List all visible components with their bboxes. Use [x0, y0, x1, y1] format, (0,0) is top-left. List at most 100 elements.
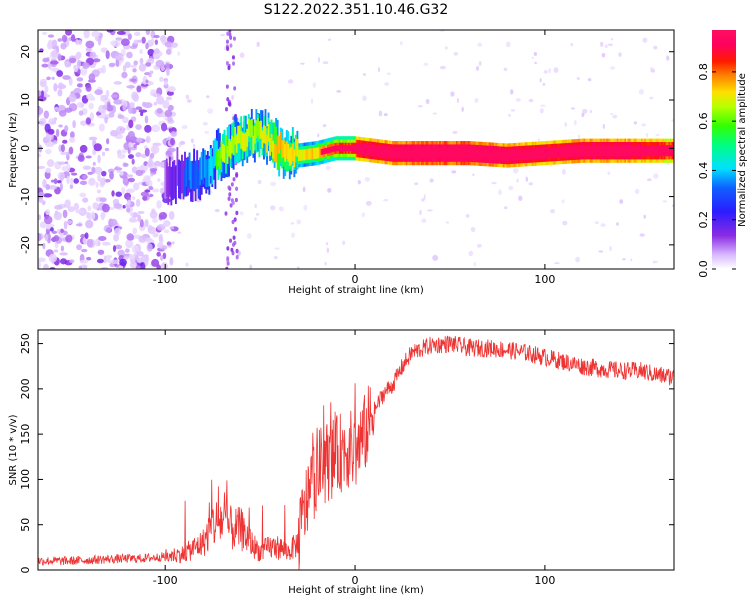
spectrogram-ridge-cell	[434, 150, 437, 157]
spectrogram-noise-blob	[171, 42, 178, 48]
spectrogram-noise-blob	[145, 176, 151, 186]
spectrogram-noise-blob	[453, 52, 459, 56]
spectrogram-ridge-cell	[212, 140, 215, 169]
spectrogram-ridge-cell	[184, 168, 186, 197]
spectrogram-noise-blob	[233, 86, 237, 91]
spectrogram-noise-blob	[231, 55, 235, 60]
spectrogram-ridge-cell	[408, 150, 411, 157]
spectrogram-ridge-cell	[468, 150, 470, 157]
spectrogram-ridge-cell	[569, 148, 572, 155]
spectrogram-noise-blob	[230, 182, 234, 187]
spectrogram-ridge-cell	[405, 150, 408, 157]
spectrogram-noise-blob	[478, 60, 482, 66]
spectrogram-ridge-cell	[299, 149, 302, 161]
spectrogram-noise-blob	[505, 41, 511, 48]
snr-y-tick-label: 100	[19, 469, 32, 490]
spectrogram-noise-blob	[144, 147, 150, 157]
spectrogram-ridge-cell	[170, 166, 173, 206]
spectrogram-ridge-cell	[243, 133, 246, 152]
spectrogram-noise-blob	[607, 43, 613, 46]
spectrogram-noise-blob	[114, 55, 123, 60]
spectrogram-ridge-layer	[164, 108, 674, 206]
spectrogram-ridge-cell	[255, 120, 258, 139]
spectrogram-ridge-cell	[345, 145, 347, 152]
spectrogram-ridge-cell	[416, 150, 419, 157]
spectrogram-noise-blob	[303, 204, 308, 211]
spectrogram-noise-blob	[52, 39, 58, 48]
spectrogram-noise-blob	[214, 208, 220, 213]
spectrogram-noise-blob	[226, 246, 230, 251]
spectrogram-ridge-cell	[398, 150, 401, 157]
spectrogram-noise-blob	[133, 39, 139, 45]
spectrogram-noise-blob	[235, 248, 239, 254]
spectrogram-ridge-cell	[228, 138, 230, 157]
spectrogram-ridge-cell	[563, 148, 566, 155]
spectrogram-ridge-cell	[334, 145, 337, 152]
spectrogram-noise-blob	[66, 219, 73, 225]
spectrogram-ridge-cell	[354, 145, 357, 152]
spectrogram-ridge-cell	[164, 159, 167, 199]
spectrogram-noise-blob	[62, 75, 71, 80]
spectrogram-noise-blob	[515, 98, 521, 102]
spectrogram-ridge-cell	[575, 148, 578, 154]
spectrogram-noise-blob	[127, 154, 134, 159]
spectrogram-ridge-cell	[454, 150, 457, 157]
spectrogram-noise-blob	[153, 48, 160, 55]
spectrogram-ridge-cell	[326, 147, 329, 154]
spectrogram-ridge-cell	[322, 148, 325, 155]
spectrogram-noise-blob	[451, 170, 457, 174]
spectrogram-noise-blob	[246, 233, 252, 239]
spectrogram-ridge-cell	[188, 152, 191, 181]
spectrogram-y-tick-label: 20	[19, 45, 32, 59]
spectrogram-ridge-cell	[357, 145, 360, 152]
spectrogram-noise-blob	[543, 69, 549, 74]
spectrogram-noise-blob	[59, 172, 64, 182]
snr-y-axis-label: SNR (10 * v/v)	[8, 414, 19, 485]
spectrogram-noise-blob	[139, 57, 144, 65]
spectrogram-ridge-cell	[577, 148, 580, 154]
spectrogram-ridge-cell	[607, 147, 610, 154]
spectrogram-ridge-cell	[223, 145, 226, 163]
spectrogram-ridge-cell	[246, 129, 249, 147]
spectrogram-noise-blob	[206, 95, 210, 99]
spectrogram-noise-blob	[100, 212, 106, 219]
spectrogram-noise-blob	[137, 214, 142, 223]
spectrogram-noise-blob	[62, 139, 68, 144]
spectrogram-noise-blob	[67, 206, 76, 213]
spectrogram-noise-blob	[75, 52, 81, 60]
spectrogram-ridge-cell	[379, 148, 382, 155]
spectrogram-noise-blob	[156, 251, 161, 257]
spectrogram-noise-blob	[93, 58, 101, 63]
spectrogram-noise-blob	[671, 119, 674, 122]
spectrogram-noise-blob	[76, 101, 83, 108]
spectrogram-ridge-cell	[610, 147, 613, 154]
snr-series-line	[38, 335, 674, 570]
spectrogram-noise-blob	[130, 64, 137, 68]
spectrogram-noise-blob	[465, 214, 470, 218]
spectrogram-noise-blob	[43, 263, 50, 269]
spectrogram-noise-blob	[138, 63, 147, 72]
spectrogram-ridge-cell	[528, 151, 531, 157]
spectrogram-ridge-cell	[199, 157, 202, 186]
spectrogram-noise-blob	[109, 129, 118, 137]
spectrogram-ridge-cell	[431, 150, 434, 157]
spectrogram-ridge-cell	[604, 147, 607, 154]
spectrogram-noise-blob	[440, 65, 446, 70]
spectrogram-ridge-cell	[316, 147, 319, 159]
spectrogram-ridge-cell	[214, 138, 217, 167]
spectrogram-ridge-cell	[557, 149, 560, 156]
spectrogram-noise-blob	[117, 114, 125, 119]
spectrogram-noise-blob	[616, 222, 619, 226]
spectrogram-noise-blob	[64, 125, 69, 133]
spectrogram-noise-blob	[327, 187, 332, 193]
spectrogram-ridge-cell	[185, 159, 188, 187]
spectrogram-ridge-cell	[297, 149, 300, 161]
spectrogram-noise-blob	[44, 234, 49, 242]
spectrogram-noise-blob	[539, 78, 542, 83]
spectrogram-noise-blob	[59, 258, 67, 265]
spectrogram-noise-blob	[128, 253, 135, 260]
spectrogram-ridge-cell	[373, 147, 376, 154]
spectrogram-noise-blob	[461, 106, 464, 112]
spectrogram-noise-blob	[234, 226, 238, 232]
spectrogram-ridge-cell	[220, 140, 223, 159]
